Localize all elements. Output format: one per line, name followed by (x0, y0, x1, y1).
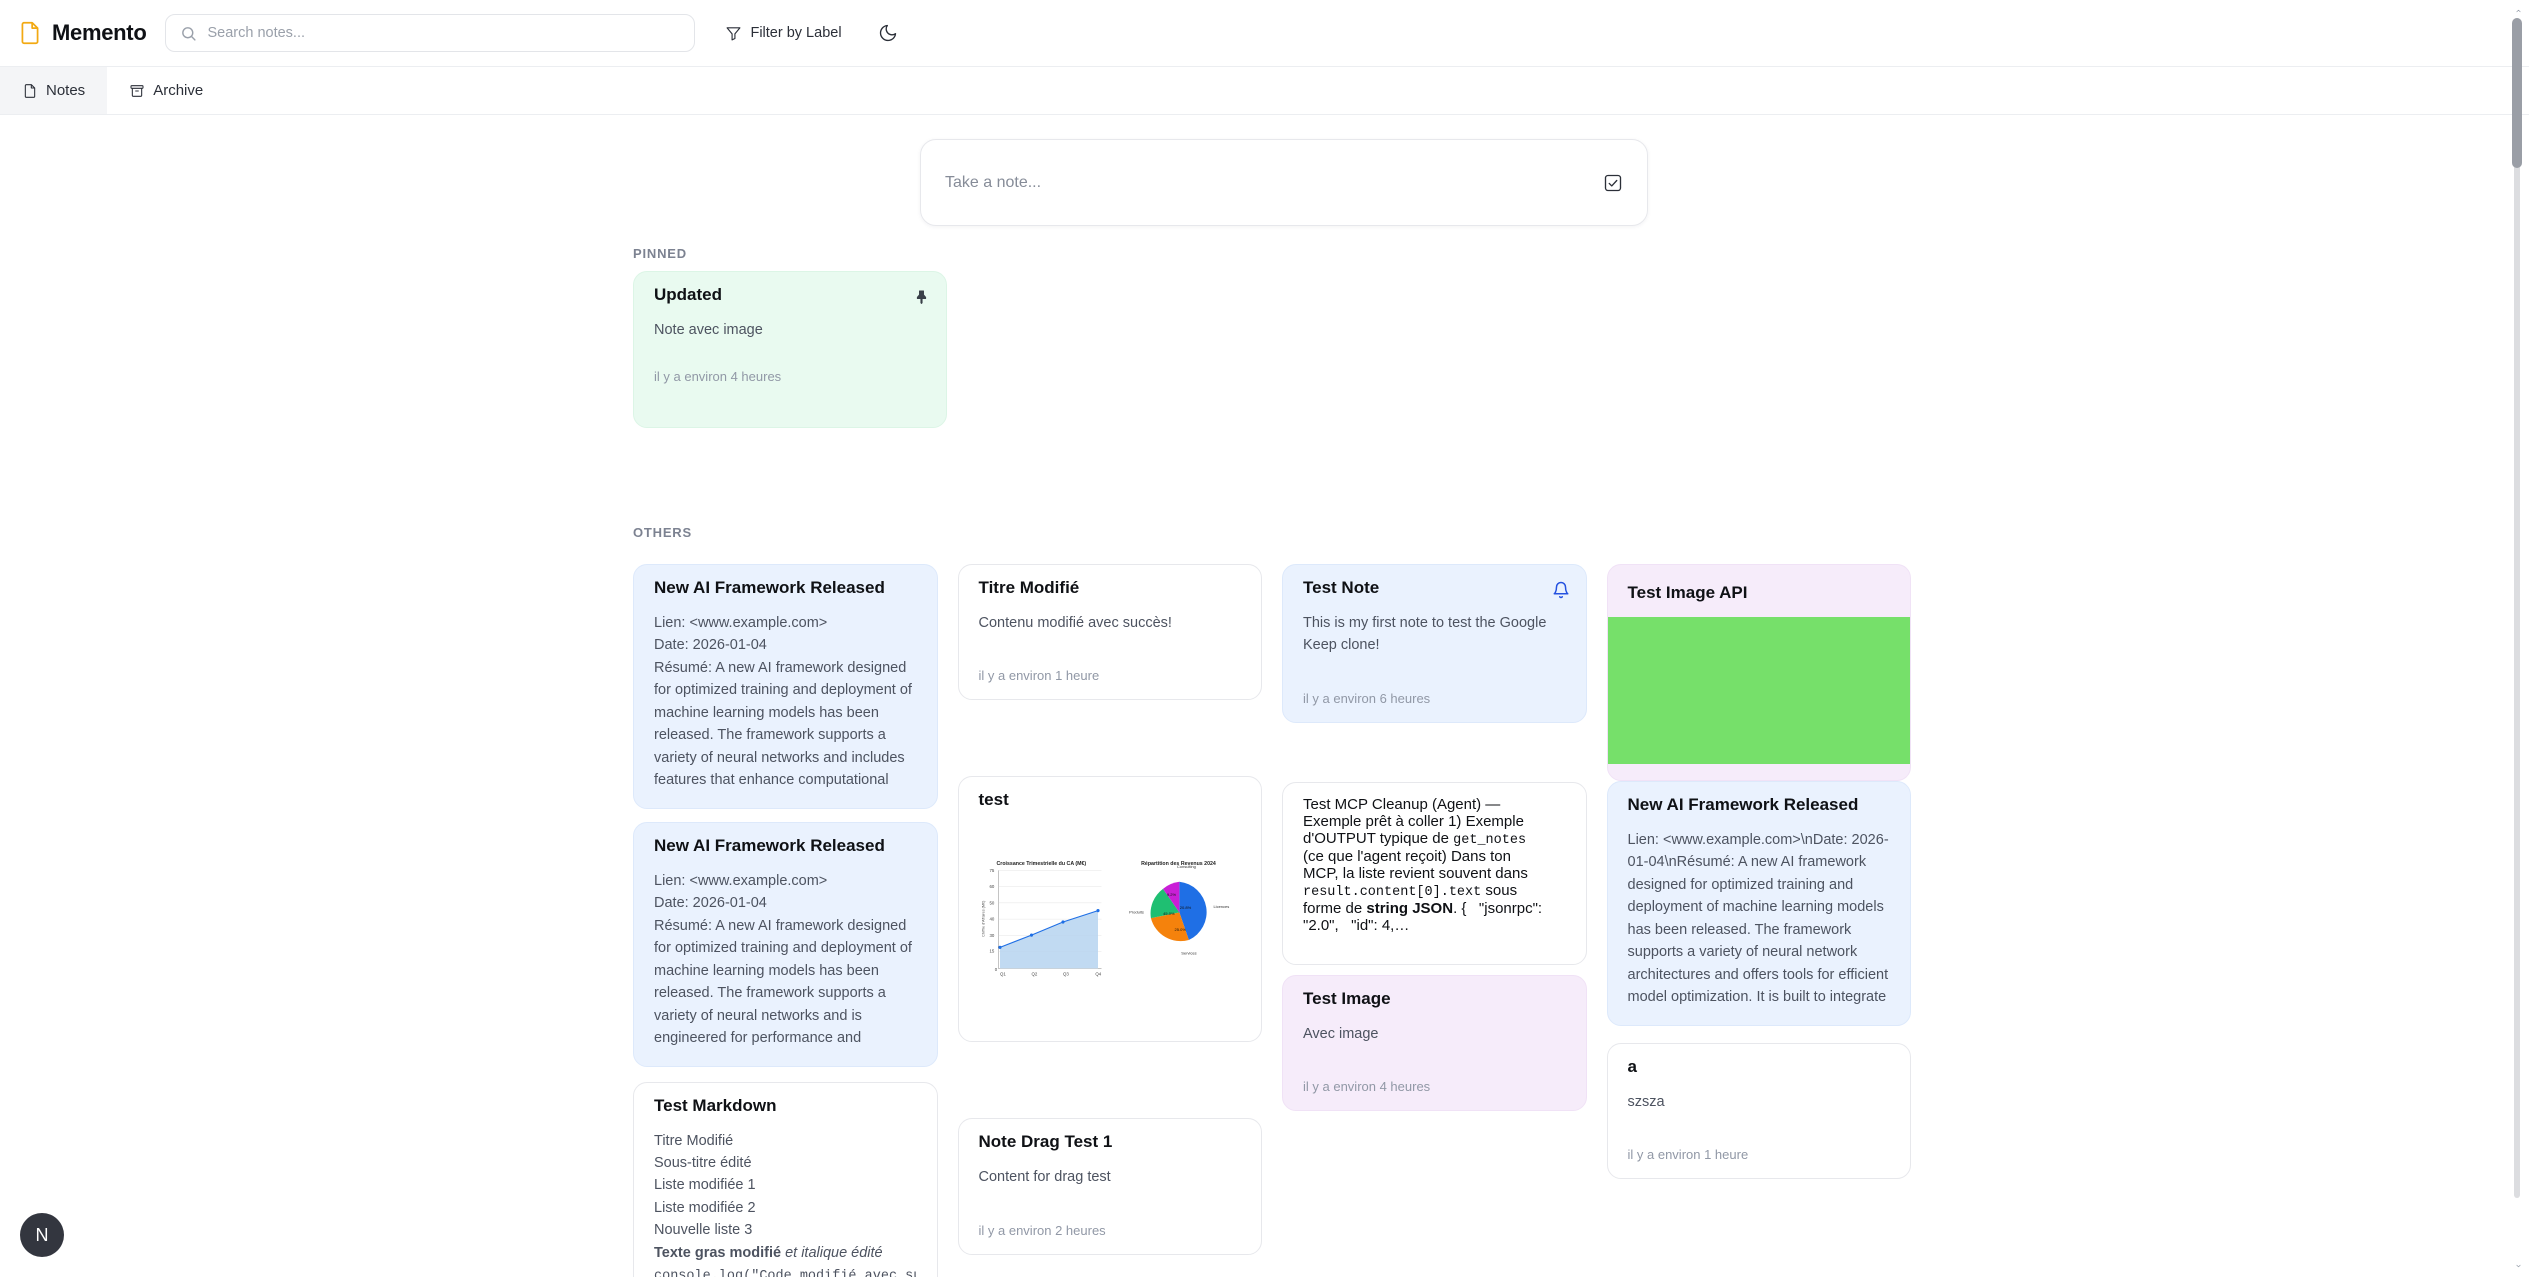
svg-text:20.8%: 20.8% (1179, 905, 1191, 910)
svg-text:Q4: Q4 (1095, 971, 1101, 976)
svg-text:60: 60 (989, 884, 994, 889)
svg-text:40: 40 (989, 916, 994, 921)
svg-text:Services: Services (1181, 950, 1196, 955)
svg-text:Chiffre d'Affaires (M€): Chiffre d'Affaires (M€) (981, 900, 985, 937)
svg-text:15: 15 (989, 949, 994, 954)
svg-text:Croissance Trimestrielle du CA: Croissance Trimestrielle du CA (M€) (996, 861, 1086, 867)
svg-text:Q2: Q2 (1031, 971, 1037, 976)
svg-text:Q1: Q1 (1000, 971, 1006, 976)
svg-text:Produits: Produits (1129, 909, 1144, 914)
svg-text:9.2%: 9.2% (1166, 892, 1176, 897)
svg-text:25.0%: 25.0% (1174, 927, 1186, 932)
svg-text:75: 75 (989, 868, 994, 873)
svg-text:45.0%: 45.0% (1163, 911, 1175, 916)
svg-text:50: 50 (989, 900, 994, 905)
svg-text:Licences: Licences (1213, 904, 1229, 909)
svg-text:Consulting: Consulting (1176, 864, 1195, 869)
svg-text:0: 0 (994, 967, 997, 972)
svg-text:30: 30 (989, 933, 994, 938)
svg-text:Q3: Q3 (1063, 971, 1069, 976)
